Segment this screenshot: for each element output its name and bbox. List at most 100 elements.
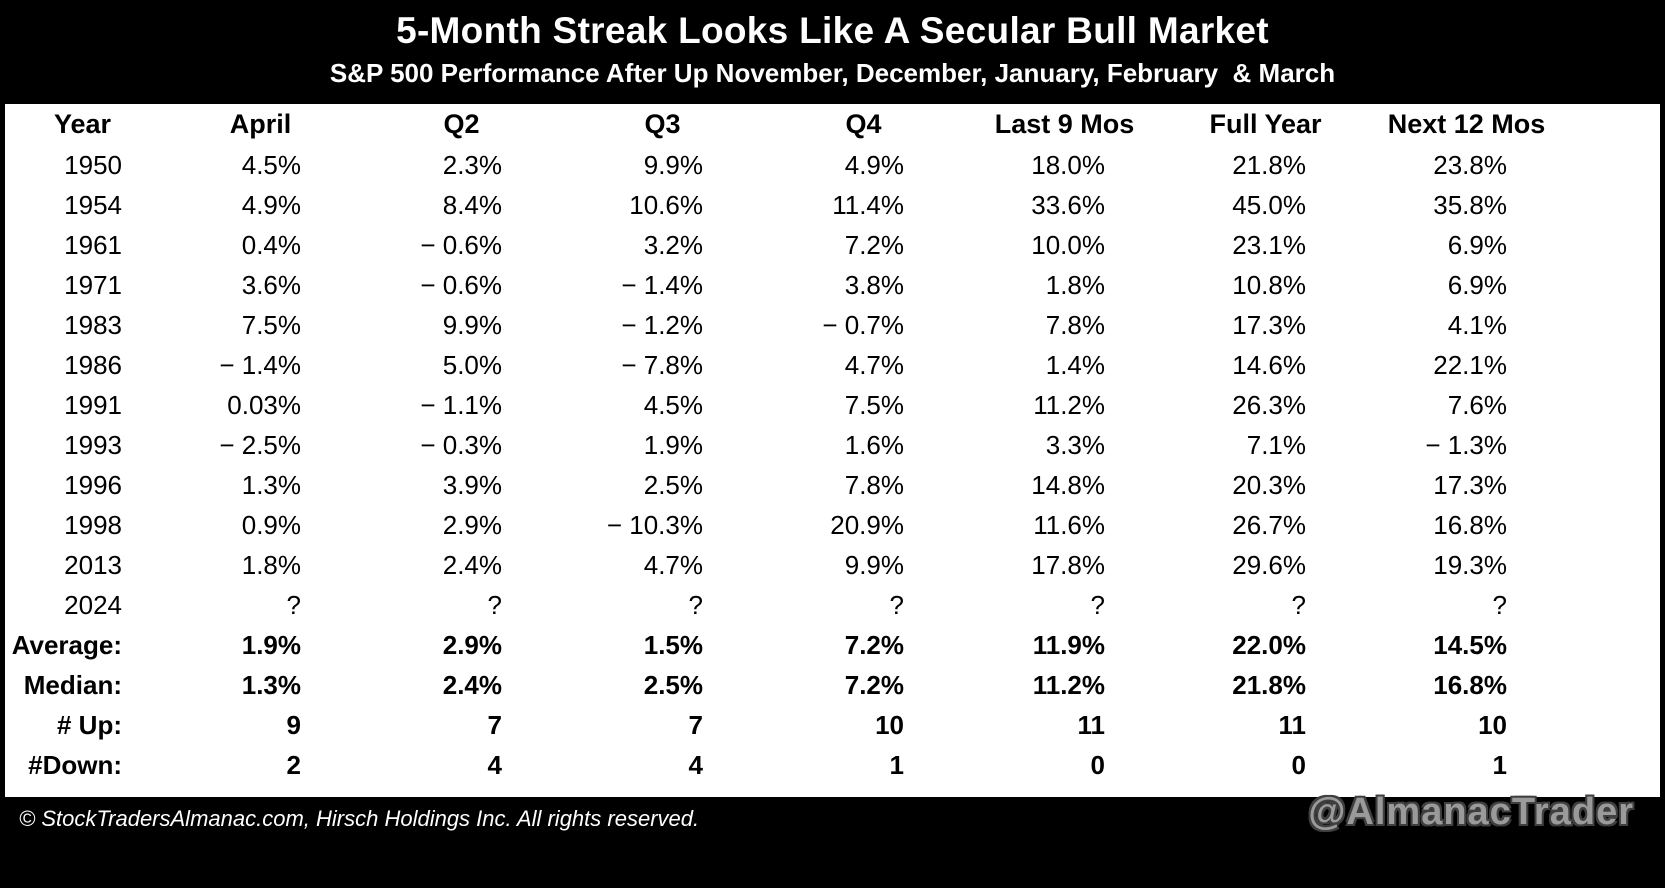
data-cell: 0.9% xyxy=(241,509,301,540)
data-cell: 19.3% xyxy=(1433,549,1507,580)
data-cell: 7.5% xyxy=(844,389,904,420)
data-cell: 17.3% xyxy=(1232,309,1306,340)
watermark-handle: @AlmanacTrader xyxy=(1308,791,1634,833)
data-cell: − 1.1% xyxy=(420,389,502,420)
data-cell: 7.5% xyxy=(241,309,301,340)
data-cell: 14.6% xyxy=(1232,349,1306,380)
data-cell: ? xyxy=(889,589,904,620)
data-cell: 2 xyxy=(286,749,301,780)
data-cell: 14.5% xyxy=(1433,629,1507,660)
data-cell: 10 xyxy=(1478,709,1507,740)
table-row: 1950 4.5% 2.3% 9.9% 4.9% 18.0% 21.8% 23.8% xyxy=(5,145,1567,185)
year-label: 1991 xyxy=(64,389,122,420)
data-cell: 3.8% xyxy=(844,269,904,300)
data-cell: 4.5% xyxy=(241,149,301,180)
column-header: Q4 xyxy=(845,109,882,139)
year-label: 1993 xyxy=(64,429,122,460)
data-cell: 0 xyxy=(1090,749,1105,780)
data-cell: 2.9% xyxy=(442,509,502,540)
year-label: 1998 xyxy=(64,509,122,540)
column-header: Q3 xyxy=(644,109,681,139)
data-cell: 1.5% xyxy=(643,629,703,660)
data-cell: 11 xyxy=(1077,709,1106,740)
data-cell: 20.9% xyxy=(830,509,904,540)
data-cell: 23.8% xyxy=(1433,149,1507,180)
data-cell: 21.8% xyxy=(1232,669,1306,700)
data-cell: 9.9% xyxy=(643,149,703,180)
data-cell: 7.2% xyxy=(844,669,904,700)
data-cell: 1.9% xyxy=(241,629,301,660)
table-row: #Down: 2 4 4 1 0 0 1 xyxy=(5,745,1567,785)
data-cell: 33.6% xyxy=(1031,189,1105,220)
table-row: 1983 7.5% 9.9% − 1.2% − 0.7% 7.8% 17.3% 4.1% xyxy=(5,305,1567,345)
data-cell: 7.1% xyxy=(1246,429,1306,460)
data-cell: 6.9% xyxy=(1447,269,1507,300)
data-cell: 14.8% xyxy=(1031,469,1105,500)
data-cell: ? xyxy=(286,589,301,620)
data-cell: 5.0% xyxy=(442,349,502,380)
data-cell: 2.5% xyxy=(643,669,703,700)
data-cell: 9 xyxy=(286,709,301,740)
data-cell: 26.7% xyxy=(1232,509,1306,540)
data-cell: 4.1% xyxy=(1447,309,1507,340)
data-cell: 17.3% xyxy=(1433,469,1507,500)
data-cell: 7.6% xyxy=(1447,389,1507,420)
table-row: 1986 − 1.4% 5.0% − 7.8% 4.7% 1.4% 14.6% 22.1% xyxy=(5,345,1567,385)
data-cell: 2.5% xyxy=(643,469,703,500)
data-cell: 1.4% xyxy=(1045,349,1105,380)
data-cell: 1.6% xyxy=(844,429,904,460)
data-cell: 10 xyxy=(875,709,904,740)
column-header: Next 12 Mos xyxy=(1387,109,1546,139)
year-label: 1950 xyxy=(64,149,122,180)
year-label: 2013 xyxy=(64,549,122,580)
data-cell: 23.1% xyxy=(1232,229,1306,260)
data-cell: 7.8% xyxy=(844,469,904,500)
data-cell: 3.2% xyxy=(643,229,703,260)
data-cell: 1 xyxy=(889,749,904,780)
data-cell: 6.9% xyxy=(1447,229,1507,260)
data-cell: 4.5% xyxy=(643,389,703,420)
year-label: 1961 xyxy=(64,229,122,260)
data-cell: 1 xyxy=(1492,749,1507,780)
data-cell: 7 xyxy=(487,709,502,740)
data-cell: 9.9% xyxy=(442,309,502,340)
data-cell: 16.8% xyxy=(1433,509,1507,540)
table-row: Average: 1.9% 2.9% 1.5% 7.2% 11.9% 22.0% 14.5% xyxy=(5,625,1567,665)
data-cell: 2.3% xyxy=(442,149,502,180)
data-cell: 4 xyxy=(487,749,502,780)
data-cell: − 10.3% xyxy=(606,509,703,540)
data-cell: 4.7% xyxy=(643,549,703,580)
year-label: 1986 xyxy=(64,349,122,380)
data-cell: 11.2% xyxy=(1032,669,1105,700)
data-cell: − 1.3% xyxy=(1425,429,1507,460)
data-cell: 9.9% xyxy=(844,549,904,580)
data-cell: 2.4% xyxy=(442,549,502,580)
year-label: 1983 xyxy=(64,309,122,340)
data-cell: 8.4% xyxy=(442,189,502,220)
table-area: Year April Q2 Q3 Q4 Last 9 Mos Full Year Next 1… xyxy=(5,104,1660,797)
data-cell: 4.9% xyxy=(844,149,904,180)
data-cell: 3.3% xyxy=(1045,429,1105,460)
data-cell: 2.9% xyxy=(442,629,502,660)
data-cell: ? xyxy=(1291,589,1306,620)
table-row: 1996 1.3% 3.9% 2.5% 7.8% 14.8% 20.3% 17.3% xyxy=(5,465,1567,505)
data-cell: − 7.8% xyxy=(621,349,703,380)
data-cell: − 1.4% xyxy=(621,269,703,300)
table-row: 2013 1.8% 2.4% 4.7% 9.9% 17.8% 29.6% 19.3% xyxy=(5,545,1567,585)
data-cell: 0 xyxy=(1291,749,1306,780)
data-cell: 4.7% xyxy=(844,349,904,380)
data-cell: 1.8% xyxy=(241,549,301,580)
title-bar: 5-Month Streak Looks Like A Secular Bull… xyxy=(5,0,1660,104)
data-cell: 11.4% xyxy=(832,189,904,220)
data-cell: 16.8% xyxy=(1433,669,1507,700)
data-cell: 20.3% xyxy=(1232,469,1306,500)
copyright-text: © StockTradersAlmanac.com, Hirsch Holdin… xyxy=(19,806,700,831)
data-cell: − 0.6% xyxy=(420,269,502,300)
data-cell: 10.6% xyxy=(629,189,703,220)
data-cell: 7.2% xyxy=(844,229,904,260)
data-cell: 2.4% xyxy=(442,669,502,700)
table-row: 1971 3.6% − 0.6% − 1.4% 3.8% 1.8% 10.8% 6.9% xyxy=(5,265,1567,305)
data-cell: 1.9% xyxy=(643,429,703,460)
data-cell: − 0.6% xyxy=(420,229,502,260)
table-row: 1991 0.03% − 1.1% 4.5% 7.5% 11.2% 26.3% 7.6% xyxy=(5,385,1567,425)
